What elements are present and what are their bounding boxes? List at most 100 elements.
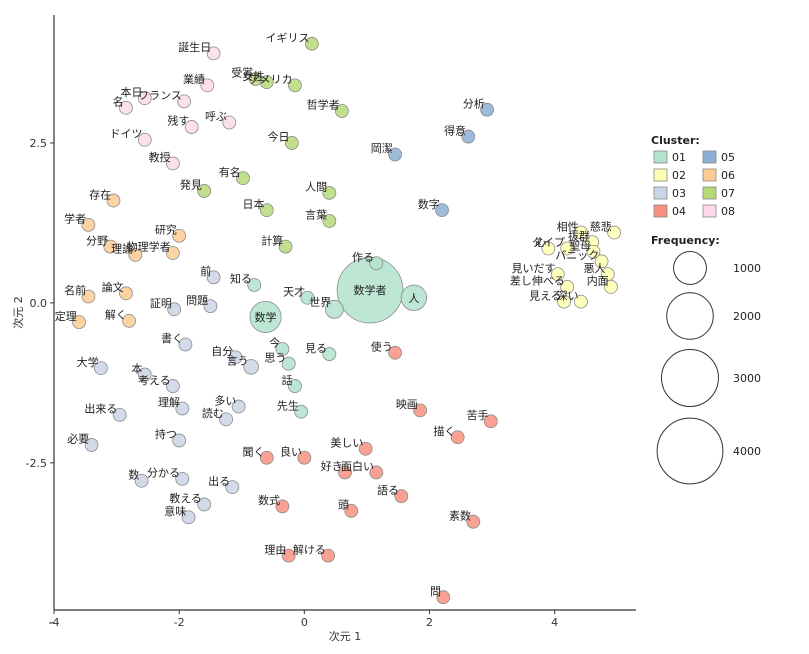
data-point <box>219 412 233 427</box>
size-legend-label: 3000 <box>733 372 761 385</box>
point-label: 深い <box>557 289 579 302</box>
data-point <box>228 350 243 365</box>
data-point <box>275 342 290 356</box>
point-label: 物理学者 <box>127 240 171 254</box>
point-label: パニック <box>555 249 599 262</box>
size-legend-title: Frequency: <box>651 234 720 247</box>
data-point <box>483 414 498 429</box>
point-label: 問 <box>430 585 441 598</box>
point-label: 人 <box>408 292 419 305</box>
data-point <box>284 136 299 150</box>
data-point <box>172 228 187 243</box>
point-label: 残す <box>167 114 189 128</box>
data-point <box>278 239 293 254</box>
data-point <box>281 548 296 563</box>
data-point <box>259 75 274 90</box>
data-point <box>321 548 336 563</box>
point-label: 数学者 <box>354 283 387 297</box>
point-label: 聖母 <box>569 239 591 252</box>
point-label: 天才 <box>283 285 305 299</box>
cluster-legend-swatch <box>653 168 668 182</box>
data-point <box>560 280 575 294</box>
point-label: 頭 <box>338 499 349 512</box>
data-point <box>281 356 296 371</box>
data-point <box>344 503 359 518</box>
point-label: 先生 <box>277 398 299 412</box>
data-point <box>550 267 565 282</box>
point-label: 好き <box>321 459 343 473</box>
data-point <box>134 473 149 488</box>
data-point <box>300 290 315 305</box>
point-label: 自分 <box>211 345 233 358</box>
point-label: 考える <box>138 374 171 387</box>
data-point <box>557 294 571 309</box>
point-label: 書く <box>161 331 183 345</box>
point-label: 描く <box>433 424 455 438</box>
cluster-legend-label: 05 <box>721 151 735 164</box>
data-point <box>435 203 449 218</box>
x-tick-label: 4 <box>551 616 558 629</box>
cluster-legend-label: 08 <box>721 205 735 218</box>
cluster-legend-swatch <box>702 168 717 182</box>
point-label: 今 <box>269 336 280 350</box>
point-label: 本 <box>131 361 142 375</box>
point-label: アメリカ <box>249 73 292 86</box>
data-point <box>225 480 240 495</box>
point-label: 名前 <box>64 283 86 297</box>
data-point <box>81 289 96 304</box>
point-label: 言う <box>227 354 249 367</box>
data-point <box>222 115 237 130</box>
data-point <box>231 399 246 414</box>
point-label: 良い <box>280 444 302 458</box>
data-point <box>600 267 615 282</box>
data-point <box>184 120 199 134</box>
data-point <box>112 407 127 422</box>
point-label: 面白い <box>341 459 374 473</box>
point-label: 分野 <box>86 234 108 247</box>
data-point <box>106 193 121 208</box>
point-label: 理解 <box>158 395 180 409</box>
point-label: 話 <box>282 373 293 387</box>
data-point <box>84 438 99 452</box>
point-label: 日本 <box>242 197 264 211</box>
data-point <box>480 102 494 117</box>
point-label: 定理 <box>55 309 77 323</box>
data-point <box>166 246 180 260</box>
point-label: 思う <box>264 351 286 364</box>
size-legend-label: 2000 <box>733 310 761 323</box>
size-legend-circle <box>661 349 719 407</box>
data-point <box>200 78 215 93</box>
data-point <box>128 248 143 262</box>
point-label: 内面 <box>587 274 609 288</box>
point-label: 研究 <box>155 222 177 236</box>
point-label: フランス <box>138 89 182 102</box>
size-legend-label: 1000 <box>733 262 761 275</box>
point-label: 受賞 <box>231 67 253 80</box>
point-label: 得意 <box>444 123 466 137</box>
x-tick-label: -2 <box>174 616 185 629</box>
data-point <box>175 401 190 416</box>
size-legend-circle <box>656 417 724 485</box>
data-point <box>288 78 302 93</box>
x-tick-label: -4 <box>49 616 60 629</box>
point-label: ドイツ <box>109 127 142 140</box>
data-point <box>322 214 337 228</box>
point-label: 抜群 <box>568 229 590 243</box>
data-point <box>297 450 312 465</box>
point-label: 映画 <box>396 398 418 411</box>
data-point <box>206 270 221 285</box>
data-point <box>413 403 427 418</box>
data-point <box>177 94 192 109</box>
point-label: 教える <box>169 492 202 505</box>
data-point <box>560 241 575 256</box>
data-point <box>259 450 274 465</box>
point-label: 計算 <box>261 233 283 247</box>
data-point <box>175 471 190 486</box>
data-point <box>206 46 221 61</box>
point-label: 分かる <box>147 467 180 480</box>
point-label: 女性 <box>242 69 264 83</box>
data-point <box>243 359 259 375</box>
data-point <box>322 185 337 200</box>
data-point <box>167 302 182 317</box>
